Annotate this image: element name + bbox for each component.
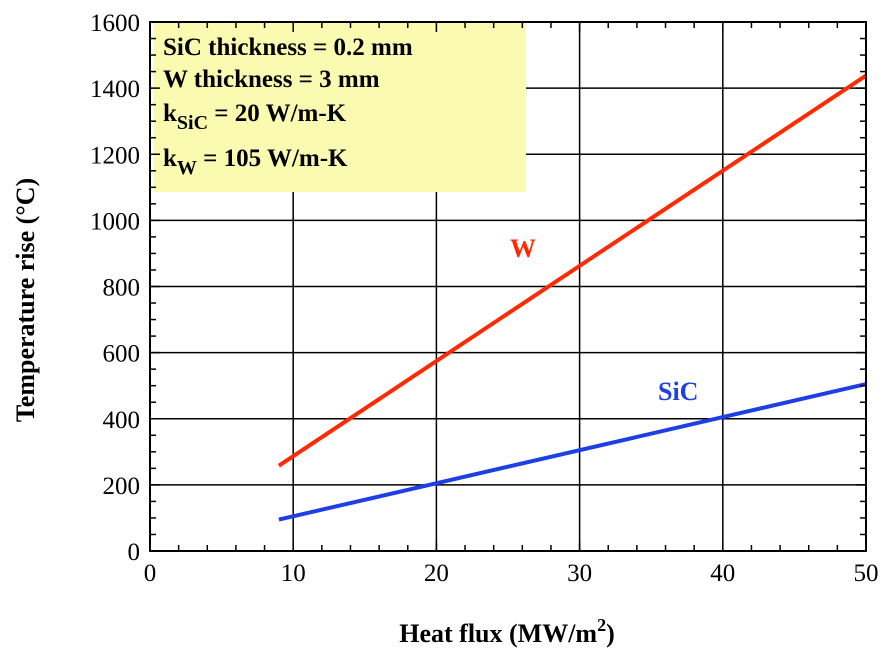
series-label-sic: SiC [658,377,698,406]
series-line-w [277,73,868,468]
series-line-sic [278,382,867,522]
tick-labels: 0 10 20 30 40 50 0 200 400 600 800 1000 1200 1400 1600 [90,10,879,587]
y-tick-label: 200 [103,473,141,500]
annotation-k-sic-value: = 20 W/m-K [208,100,347,127]
data-series [277,73,868,522]
y-axis-title: Temperature rise (°C) [11,178,40,422]
x-axis-title-text: Heat flux (MW/m [399,619,597,648]
x-axis-title: Heat flux (MW/m2) [399,615,615,648]
x-tick-label: 40 [710,560,735,587]
x-tick-label: 10 [281,560,306,587]
series-label-w: W [510,234,536,263]
y-tick-label: 0 [128,539,141,566]
annotation-box: SiC thickness = 0.2 mm W thickness = 3 m… [153,22,526,192]
y-tick-label: 1400 [90,76,140,103]
annotation-k-sic: kSiC = 20 W/m-K [163,100,347,134]
annotation-k-w-symbol: k [163,145,177,172]
x-axis-title-end: ) [606,619,615,648]
y-tick-label: 1200 [90,142,140,169]
y-tick-label: 400 [103,407,141,434]
axes [149,21,867,552]
x-tick-label: 20 [424,560,449,587]
annotation-background [153,22,526,192]
x-tick-label: 0 [144,560,157,587]
annotation-k-w: kW = 105 W/m-K [163,145,348,179]
x-tick-label: 30 [567,560,592,587]
x-axis-title-superscript: 2 [597,615,606,635]
annotation-sic-thickness: SiC thickness = 0.2 mm [163,34,413,61]
annotation-k-w-value: = 105 W/m-K [197,145,348,172]
annotation-k-sic-symbol: k [163,100,177,127]
y-tick-label: 600 [103,341,141,368]
y-tick-label: 1600 [90,10,140,37]
x-tick-label: 50 [854,560,879,587]
annotation-w-thickness: W thickness = 3 mm [163,66,380,93]
y-tick-label: 1000 [90,208,140,235]
annotation-k-w-subscript: W [177,157,197,179]
annotation-k-sic-subscript: SiC [177,112,208,134]
y-tick-label: 800 [103,275,141,302]
